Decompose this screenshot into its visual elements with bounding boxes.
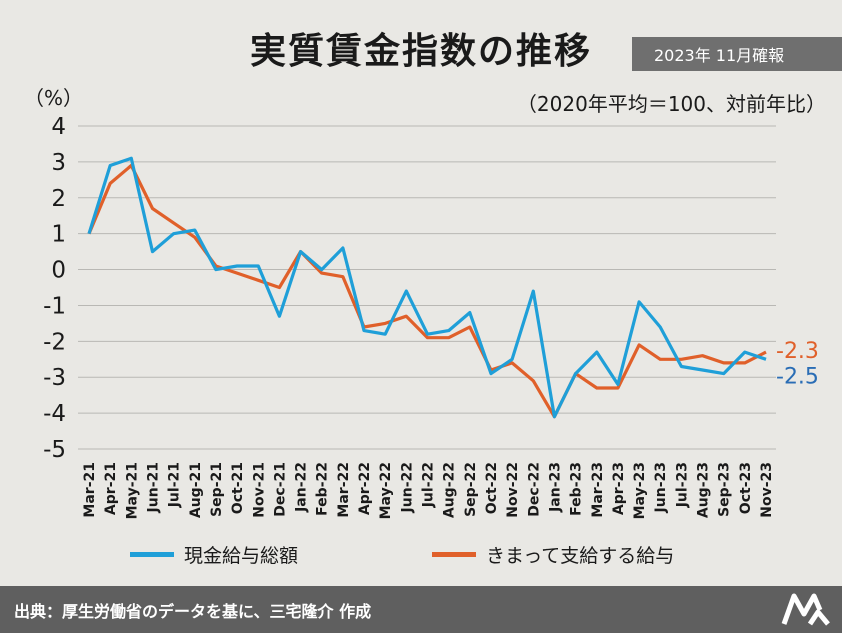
y-unit-label: （%） <box>24 86 84 110</box>
legend-swatch-cash <box>130 552 174 557</box>
x-tick-label: Nov-22 <box>505 462 521 518</box>
x-tick-label: May-23 <box>632 462 648 519</box>
x-tick-label: Mar-22 <box>336 462 352 518</box>
series-line-regular <box>87 163 767 419</box>
series-line-cash <box>87 156 767 419</box>
x-tick-label: Feb-22 <box>315 462 331 516</box>
y-tick-label: -1 <box>43 293 66 319</box>
y-tick-label: -3 <box>43 365 66 391</box>
x-tick-label: Nov-21 <box>251 462 267 518</box>
x-tick-label: Aug-22 <box>442 462 458 518</box>
legend-item-regular: きまって支給する給与 <box>432 541 674 568</box>
x-tick-label: Jun-22 <box>399 462 415 513</box>
author-logo-icon <box>781 593 830 626</box>
report-badge: 2023年 11月確報 <box>632 37 842 71</box>
x-tick-label: Jan-22 <box>294 462 310 513</box>
y-tick-label: 3 <box>51 150 66 176</box>
x-tick-label: Dec-21 <box>272 462 288 517</box>
y-tick-label: 2 <box>51 186 66 212</box>
x-tick-label: Apr-22 <box>357 462 373 515</box>
x-tick-label: Mar-23 <box>590 462 606 518</box>
chart-title: 実質賃金指数の推移 <box>249 31 592 72</box>
x-tick-label: Oct-21 <box>230 462 246 514</box>
legend-item-cash: 現金給与総額 <box>130 541 298 568</box>
y-tick-label: -5 <box>43 437 66 463</box>
x-tick-label: Apr-23 <box>611 462 627 515</box>
badge-text: 2023年 11月確報 <box>654 46 785 65</box>
x-tick-label: May-21 <box>124 462 140 519</box>
x-tick-label: May-22 <box>378 462 394 519</box>
x-tick-label: Oct-22 <box>484 462 500 514</box>
legend-label-regular: きまって支給する給与 <box>486 545 675 567</box>
x-tick-label: Apr-21 <box>103 462 119 515</box>
x-tick-label: Sep-23 <box>717 462 733 517</box>
x-tick-label: Jun-23 <box>653 462 669 513</box>
source-note: 出典：厚生労働省のデータを基に、三宅隆介 作成 <box>14 601 372 621</box>
legend-label-cash: 現金給与総額 <box>184 545 299 567</box>
legend-swatch-regular <box>432 552 476 557</box>
end-label-cash: -2.5 <box>776 364 819 389</box>
x-tick-label: Jan-23 <box>547 462 563 513</box>
x-tick-label: Aug-21 <box>188 462 204 518</box>
x-tick-label: Jul-21 <box>167 462 183 508</box>
x-tick-label: Jul-23 <box>674 462 690 508</box>
y-tick-label: -2 <box>43 329 66 355</box>
x-tick-label: Jun-21 <box>145 462 161 513</box>
end-label-regular: -2.3 <box>776 339 819 364</box>
x-tick-label: Sep-21 <box>209 462 225 517</box>
footer-bar: 出典：厚生労働省のデータを基に、三宅隆介 作成 <box>0 586 842 633</box>
y-tick-label: 0 <box>51 258 66 284</box>
x-tick-label: Sep-22 <box>463 462 479 517</box>
x-tick-label: Feb-23 <box>569 462 585 516</box>
x-tick-label: Oct-23 <box>738 462 754 514</box>
x-tick-label: Jul-22 <box>421 462 437 508</box>
x-tick-label: Aug-23 <box>696 462 712 518</box>
x-tick-label: Mar-21 <box>82 462 98 518</box>
x-tick-label: Nov-23 <box>759 462 775 518</box>
y-tick-label: 4 <box>51 114 66 140</box>
x-tick-label: Dec-22 <box>526 462 542 517</box>
y-tick-label: 1 <box>51 222 66 248</box>
chart-subtitle: （2020年平均＝100、対前年比） <box>516 92 826 116</box>
y-tick-label: -4 <box>43 401 66 427</box>
